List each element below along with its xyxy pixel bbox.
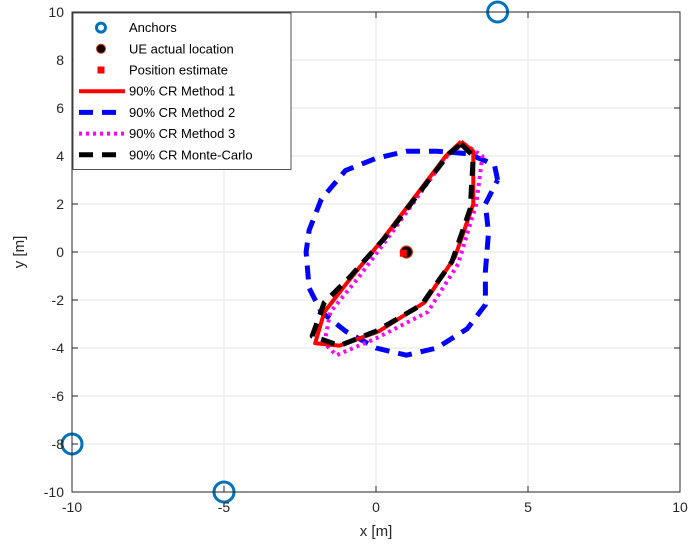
y-tick-label: -2 (52, 292, 65, 308)
legend-label-ue-actual-location: UE actual location (129, 41, 234, 56)
legend: Anchors UE actual location Position estima… (72, 12, 292, 170)
y-tick-label: 8 (56, 52, 64, 68)
legend-label-90-cr-monte-carlo: 90% CR Monte-Carlo (129, 147, 253, 162)
legend-label-90-cr-method-2: 90% CR Method 2 (129, 105, 235, 120)
y-tick-label: -4 (52, 340, 65, 356)
x-tick-label: 0 (372, 499, 380, 515)
series-90-cr-method-3 (322, 142, 485, 358)
point-position-estimate (399, 249, 407, 257)
series-90-cr-method-2 (303, 148, 501, 358)
legend-label-anchors: Anchors (129, 20, 177, 35)
y-tick-label: -10 (44, 484, 64, 500)
x-tick-label: -10 (62, 499, 82, 515)
legend-label-90-cr-method-1: 90% CR Method 1 (129, 84, 235, 99)
y-tick-label: 10 (48, 4, 64, 20)
legend-marker-ue-actual-location (96, 43, 106, 54)
x-tick-label: 10 (672, 499, 688, 515)
legend-marker-anchors (95, 21, 107, 34)
legend-marker-position-estimate (97, 66, 105, 74)
x-axis-label: x [m] (360, 523, 393, 540)
y-tick-label: 0 (56, 244, 64, 260)
y-tick-label: 4 (56, 148, 64, 164)
y-axis-label: y [m] (11, 236, 28, 269)
legend-label-position-estimate: Position estimate (129, 63, 228, 78)
series-layer (60, 0, 510, 504)
y-tick-label: 6 (56, 100, 64, 116)
x-tick-label: -5 (218, 499, 231, 515)
series-90-cr-monte-carlo (309, 142, 476, 349)
y-tick-label: -6 (52, 388, 65, 404)
legend-label-90-cr-method-3: 90% CR Method 3 (129, 126, 235, 141)
y-tick-label: 2 (56, 196, 64, 212)
y-tick-label: -8 (52, 436, 65, 452)
x-tick-label: 5 (524, 499, 532, 515)
